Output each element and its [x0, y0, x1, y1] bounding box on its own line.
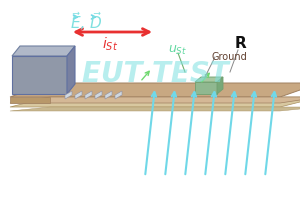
Polygon shape — [12, 46, 75, 56]
Polygon shape — [195, 82, 217, 94]
Text: EUT TEST: EUT TEST — [82, 60, 228, 88]
Polygon shape — [10, 83, 300, 97]
Polygon shape — [10, 97, 50, 103]
Polygon shape — [12, 56, 67, 94]
Polygon shape — [217, 77, 223, 94]
Polygon shape — [115, 91, 122, 99]
Polygon shape — [105, 91, 112, 99]
Polygon shape — [10, 107, 300, 111]
Polygon shape — [10, 97, 300, 107]
Polygon shape — [85, 91, 92, 99]
Polygon shape — [10, 97, 300, 103]
Polygon shape — [67, 46, 75, 94]
Polygon shape — [195, 77, 223, 82]
Text: Ground: Ground — [212, 52, 248, 62]
Polygon shape — [95, 91, 102, 99]
Text: R: R — [234, 37, 246, 52]
Text: $u_{St}$: $u_{St}$ — [168, 43, 188, 57]
Text: $i_{St}$: $i_{St}$ — [102, 35, 118, 53]
Polygon shape — [75, 91, 82, 99]
Polygon shape — [65, 91, 72, 99]
Text: $\vec{E}$, $\vec{D}$: $\vec{E}$, $\vec{D}$ — [70, 11, 102, 33]
